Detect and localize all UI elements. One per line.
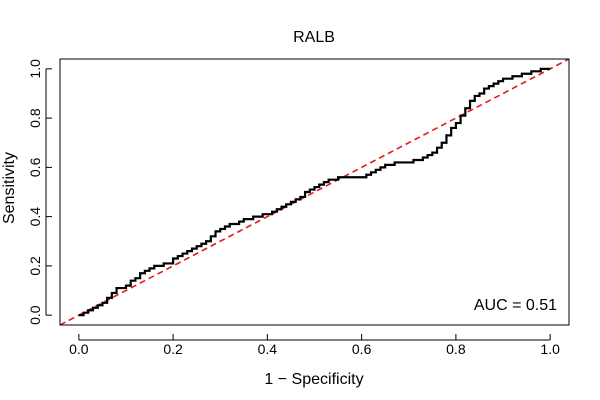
y-tick-label: 0.4 xyxy=(27,207,43,227)
x-tick-label: 1.0 xyxy=(540,341,560,357)
x-axis-label: 1 − Specificity xyxy=(264,371,363,388)
y-tick-label: 0.2 xyxy=(27,256,43,276)
y-tick-label: 0.0 xyxy=(27,305,43,325)
x-tick-label: 0.0 xyxy=(69,341,89,357)
axes: 0.0 0.2 0.4 0.6 0.8 1.0 0.0 0.2 0.4 0.6 0.8 1.0 xyxy=(27,59,560,357)
roc-curve-line xyxy=(78,67,551,317)
x-tick-label: 0.2 xyxy=(163,341,183,357)
y-tick-label: 0.8 xyxy=(27,108,43,128)
y-axis-label: Sensitivity xyxy=(1,152,18,224)
plot-frame xyxy=(59,58,570,326)
x-tick-label: 0.4 xyxy=(258,341,278,357)
chart-title: RALB xyxy=(293,29,335,46)
y-tick-label: 1.0 xyxy=(27,59,43,79)
x-tick-label: 0.8 xyxy=(446,341,466,357)
y-tick-label: 0.6 xyxy=(27,157,43,177)
plot-area xyxy=(60,59,569,325)
reference-diagonal-line xyxy=(60,59,569,325)
x-tick-label: 0.6 xyxy=(352,341,372,357)
auc-annotation: AUC = 0.51 xyxy=(474,297,557,314)
